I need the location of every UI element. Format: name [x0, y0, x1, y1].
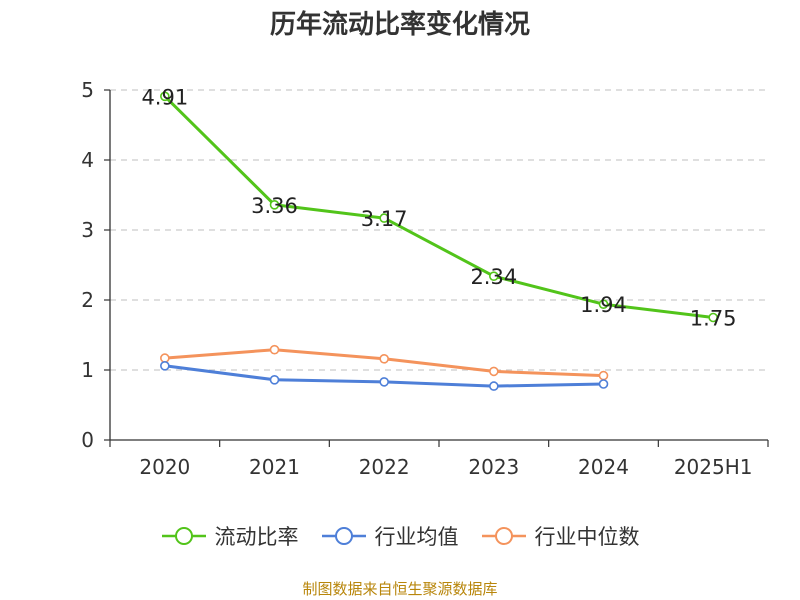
data-point — [160, 360, 170, 371]
data-point — [160, 353, 170, 363]
legend-label: 行业均值 — [374, 525, 459, 549]
data-point — [160, 91, 170, 102]
x-tick-label: 2023 — [468, 455, 519, 479]
data-label: 1.75 — [690, 307, 737, 331]
y-tick-label: 3 — [81, 218, 94, 242]
axes: 0 1 2 3 4 5 2020 2021 2022 2023 2024 2025H1 — [81, 78, 769, 479]
chart-title: 历年流动比率变化情况 — [269, 10, 530, 40]
legend-marker-icon — [161, 527, 206, 545]
data-point — [598, 370, 609, 381]
data-point — [598, 299, 609, 310]
data-point — [489, 366, 499, 377]
data-point — [379, 353, 389, 364]
x-tick-label: 2025H1 — [674, 455, 753, 479]
data-point — [269, 344, 280, 355]
grid-lines — [110, 89, 768, 371]
data-label: 3.17 — [361, 207, 408, 231]
data-point — [708, 312, 718, 323]
y-tick-label: 2 — [81, 288, 94, 312]
data-label: 3.36 — [251, 194, 298, 218]
data-point — [489, 271, 499, 282]
legend-dot — [174, 527, 193, 545]
data-label: 1.94 — [580, 293, 627, 317]
y-tick-label: 1 — [81, 358, 94, 382]
x-tick-label: 2024 — [578, 455, 629, 479]
legend-item[interactable]: 行业均值 — [321, 521, 459, 551]
source-note: 制图数据来自恒生聚源数据库 — [302, 580, 498, 598]
series-line — [163, 95, 714, 319]
legend: 流动比率 行业均值 行业中位数 — [0, 518, 800, 554]
data-point — [598, 379, 609, 389]
series-lines — [160, 91, 718, 391]
x-tick-label: 2020 — [139, 455, 190, 479]
data-point — [489, 381, 499, 391]
legend-label: 行业中位数 — [534, 525, 640, 549]
data-point — [379, 377, 389, 387]
data-labels: 4.91 3.36 3.17 2.34 1.94 1.75 — [141, 85, 736, 330]
data-label: 2.34 — [470, 265, 517, 289]
data-point — [379, 213, 389, 223]
legend-dot — [334, 527, 353, 545]
legend-marker-icon — [321, 527, 366, 545]
legend-dot — [494, 527, 513, 545]
data-label: 4.91 — [141, 85, 188, 109]
legend-item[interactable]: 流动比率 — [161, 521, 299, 551]
legend-label: 流动比率 — [214, 525, 299, 549]
data-point — [269, 374, 280, 385]
legend-item[interactable]: 行业中位数 — [481, 521, 640, 551]
x-tick-label: 2022 — [359, 455, 410, 479]
data-point — [269, 200, 280, 210]
legend-marker-icon — [481, 527, 526, 545]
y-tick-label: 4 — [81, 148, 94, 172]
y-tick-label: 0 — [81, 428, 94, 452]
x-tick-label: 2021 — [249, 455, 300, 479]
y-tick-label: 5 — [81, 78, 94, 102]
